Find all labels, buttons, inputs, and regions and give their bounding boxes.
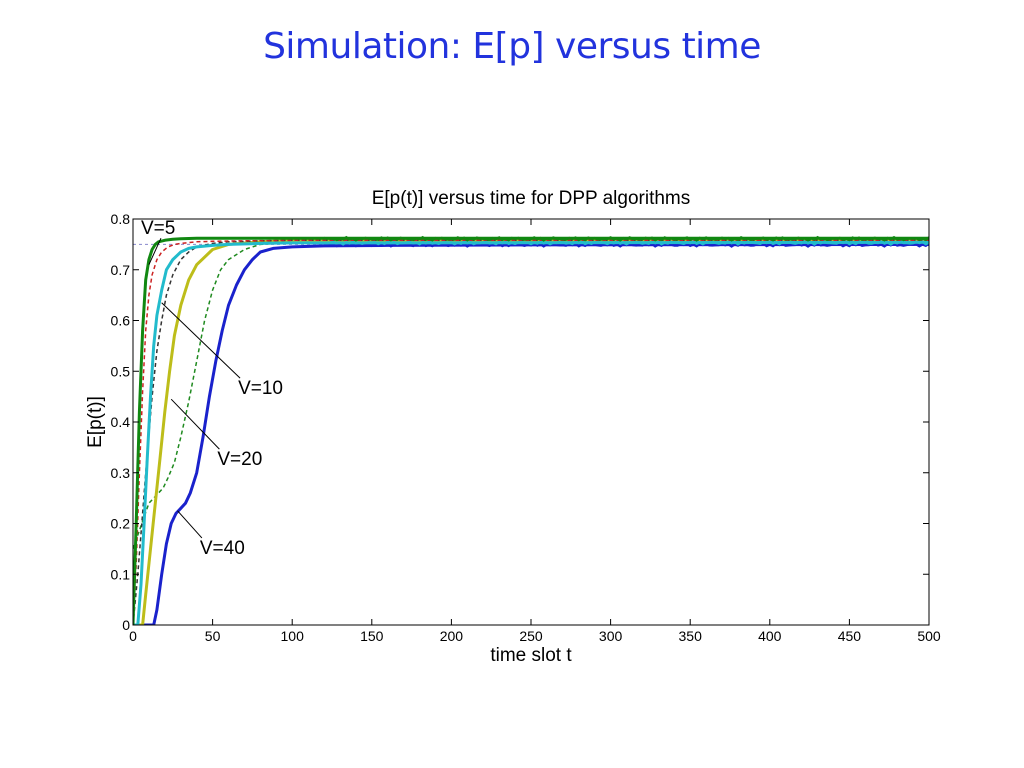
x-tick-label: 150 <box>360 628 384 644</box>
annotation-pointer <box>177 510 203 539</box>
x-tick-label: 0 <box>129 628 137 644</box>
annotation-label: V=10 <box>238 378 283 399</box>
annotation-label: V=20 <box>217 449 262 470</box>
series-line-6 <box>133 236 929 625</box>
plot-frame <box>132 218 930 626</box>
x-tick-label: 350 <box>679 628 703 644</box>
annotation-pointer <box>170 398 220 450</box>
x-tick-label: 100 <box>281 628 305 644</box>
annotation-label: V=40 <box>200 538 245 559</box>
x-tick-label: 400 <box>758 628 782 644</box>
x-axis-label: time slot t <box>490 645 572 666</box>
chart-title: E[p(t)] versus time for DPP algorithms <box>372 188 691 209</box>
series-line-4 <box>133 240 929 625</box>
x-tick-label: 250 <box>519 628 543 644</box>
y-tick-label: 0.7 <box>111 262 131 278</box>
y-axis-label: E[p(t)] <box>85 396 106 448</box>
x-tick-label: 300 <box>599 628 623 644</box>
y-tick-label: 0.6 <box>111 313 131 329</box>
y-tick-label: 0.1 <box>111 566 131 582</box>
x-tick-label: 500 <box>917 628 941 644</box>
series-line-2 <box>133 237 929 625</box>
slide-title: Simulation: E[p] versus time <box>263 26 761 67</box>
series-jitter-4 <box>323 239 929 246</box>
annotation-label: V=5 <box>141 218 175 239</box>
y-tick-label: 0.2 <box>111 516 131 532</box>
x-tick-label: 50 <box>205 628 221 644</box>
x-tick-label: 200 <box>440 628 464 644</box>
y-tick-label: 0.4 <box>111 414 131 430</box>
series-line-0 <box>133 242 929 625</box>
y-tick-label: 0.5 <box>111 363 131 379</box>
series-jitter-6 <box>323 235 929 242</box>
y-tick-label: 0 <box>122 617 130 633</box>
x-tick-label: 450 <box>838 628 862 644</box>
y-tick-label: 0.8 <box>111 211 131 227</box>
series-line-3 <box>133 239 929 625</box>
annotation-pointer <box>161 302 241 379</box>
annotation-pointer <box>148 238 162 265</box>
series-line-5 <box>133 239 929 625</box>
y-tick-label: 0.3 <box>111 465 131 481</box>
